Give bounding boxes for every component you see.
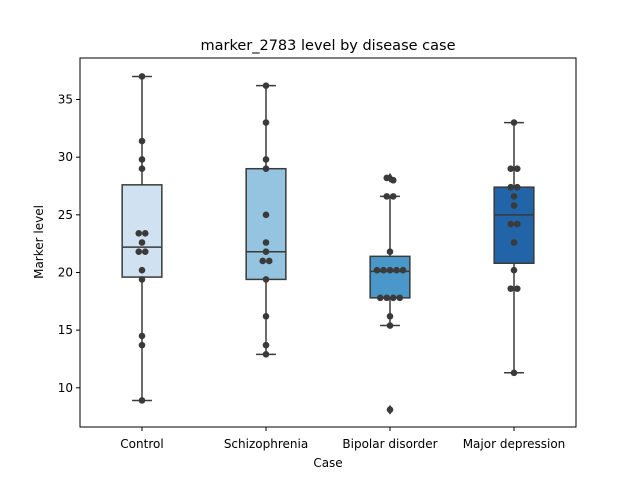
- data-point: [262, 248, 270, 256]
- data-point: [259, 257, 267, 265]
- data-point: [510, 193, 518, 200]
- data-point: [262, 313, 270, 320]
- data-point: [507, 220, 515, 228]
- data-point: [262, 239, 270, 246]
- data-point: [383, 294, 391, 302]
- data-point: [510, 266, 518, 274]
- data-point: [265, 257, 273, 265]
- box: [245, 167, 287, 281]
- data-point: [262, 276, 270, 283]
- data-point: [507, 165, 515, 172]
- y-tick-label: 35: [58, 93, 73, 107]
- data-point: [513, 165, 521, 172]
- data-point: [138, 165, 146, 172]
- data-point: [513, 183, 521, 191]
- y-tick-label: 30: [58, 150, 73, 164]
- data-point: [513, 285, 521, 292]
- data-point: [389, 176, 397, 184]
- data-point: [138, 276, 146, 283]
- data-point: [399, 266, 407, 274]
- data-point: [138, 266, 146, 274]
- data-point: [373, 266, 381, 274]
- data-point: [262, 156, 270, 163]
- data-point: [135, 248, 143, 256]
- data-point: [383, 193, 391, 200]
- data-point: [141, 248, 149, 256]
- x-tick-label: Bipolar disorder: [342, 437, 437, 451]
- data-point: [383, 174, 391, 182]
- y-tick-label: 25: [58, 208, 73, 222]
- y-tick-label: 10: [58, 381, 73, 395]
- data-point: [138, 137, 146, 145]
- box: [121, 184, 163, 278]
- data-point: [262, 119, 270, 126]
- data-point: [510, 119, 518, 126]
- data-point: [262, 165, 270, 172]
- data-point: [507, 285, 515, 292]
- y-axis-label: Marker level: [32, 205, 46, 279]
- data-point: [386, 313, 394, 320]
- x-axis-label: Case: [313, 456, 342, 470]
- data-point: [510, 239, 518, 246]
- data-point: [376, 294, 384, 302]
- data-point: [135, 229, 143, 237]
- y-tick-label: 15: [58, 323, 73, 337]
- data-point: [389, 294, 397, 302]
- data-point: [510, 202, 518, 209]
- data-point: [262, 211, 270, 219]
- plot-frame: [79, 57, 577, 428]
- data-point: [389, 193, 397, 200]
- data-point: [380, 266, 387, 274]
- y-tick-label: 20: [58, 265, 73, 279]
- x-tick-label: Major depression: [463, 437, 566, 451]
- x-tick-label: Control: [120, 437, 163, 451]
- data-point: [510, 369, 518, 377]
- data-point: [386, 248, 394, 256]
- data-point: [138, 239, 146, 246]
- data-point: [262, 82, 270, 89]
- data-point: [262, 341, 270, 349]
- data-point: [138, 156, 146, 163]
- data-point: [386, 322, 394, 329]
- data-point: [513, 220, 521, 228]
- box: [369, 255, 411, 299]
- data-point: [507, 183, 515, 191]
- data-point: [138, 73, 146, 80]
- data-point: [138, 341, 146, 349]
- data-point: [138, 397, 146, 404]
- data-point: [393, 266, 400, 274]
- data-point: [141, 229, 149, 237]
- data-point: [262, 351, 270, 358]
- chart-title: marker_2783 level by disease case: [201, 38, 456, 54]
- data-point: [138, 332, 146, 340]
- x-tick-label: Schizophrenia: [224, 437, 308, 451]
- box: [493, 186, 535, 265]
- data-point: [386, 266, 394, 274]
- data-point: [396, 294, 404, 302]
- data-point: [386, 406, 394, 414]
